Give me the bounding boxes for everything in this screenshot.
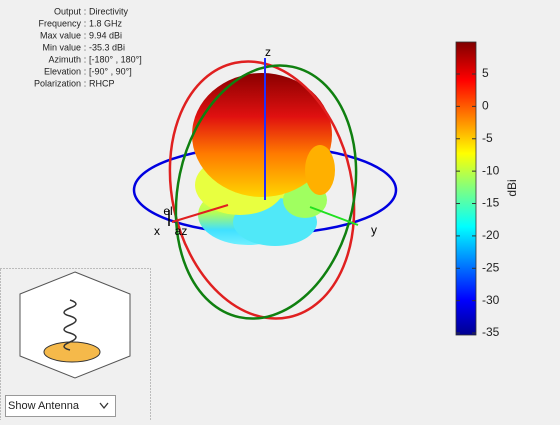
- info-value: [-90° , 90°]: [89, 66, 132, 76]
- tick-label: -15: [482, 196, 500, 210]
- info-value: Directivity: [89, 6, 129, 16]
- y-label: y: [371, 223, 377, 237]
- info-value: -35.3 dBi: [89, 42, 125, 52]
- dropdown-arrow[interactable]: [99, 402, 109, 410]
- elevation-circle: [168, 60, 356, 320]
- az-label: az: [175, 224, 188, 238]
- info-value: RHCP: [89, 78, 115, 88]
- antenna-panel: [0, 268, 151, 425]
- info-separator: :: [84, 6, 87, 16]
- tick-label: 0: [482, 99, 489, 113]
- colorbar-label: dBi: [505, 179, 519, 196]
- info-label: Max value: [40, 30, 81, 40]
- tick-label: -25: [482, 260, 500, 274]
- z-label: z: [265, 45, 271, 59]
- colorbar: [455, 41, 477, 336]
- tick-label: -35: [482, 325, 500, 339]
- info-label: Polarization: [34, 78, 81, 88]
- info-separator: :: [84, 30, 87, 40]
- info-label: Elevation: [44, 66, 81, 76]
- tick-label: -20: [482, 228, 500, 242]
- lobe: [305, 145, 335, 195]
- main-lobe: [192, 73, 332, 197]
- info-label: Azimuth: [48, 54, 81, 64]
- info-separator: :: [84, 66, 87, 76]
- x-label: x: [154, 224, 160, 238]
- info-value: [-180° , 180°]: [89, 54, 142, 64]
- y-axis: [309, 206, 359, 226]
- ground-plane: [43, 341, 101, 363]
- info-separator: :: [84, 18, 87, 28]
- info-label: Min value: [42, 42, 81, 52]
- info-separator: :: [84, 54, 87, 64]
- el-label: el: [163, 204, 172, 218]
- info-value: 9.94 dBi: [89, 30, 122, 40]
- tick-label: 5: [482, 66, 489, 80]
- info-separator: :: [84, 78, 87, 88]
- tick-label: -10: [482, 163, 500, 177]
- info-separator: :: [84, 42, 87, 52]
- info-label: Frequency: [38, 18, 81, 28]
- info-value: 1.8 GHz: [89, 18, 123, 28]
- dropdown-text[interactable]: Show Antenna: [8, 400, 80, 412]
- tick-label: -30: [482, 293, 500, 307]
- tick-label: -5: [482, 131, 493, 145]
- elevation-circle: [174, 64, 358, 320]
- colorbar-ticks: 5 0 -5 -10 -15 -20 -25 -30 -35: [456, 66, 500, 339]
- info-label: Output: [54, 6, 82, 16]
- x-axis: [171, 204, 229, 223]
- helix: [63, 299, 77, 351]
- pattern-3d: z y x el az: [132, 45, 398, 320]
- dropdown[interactable]: [5, 395, 116, 417]
